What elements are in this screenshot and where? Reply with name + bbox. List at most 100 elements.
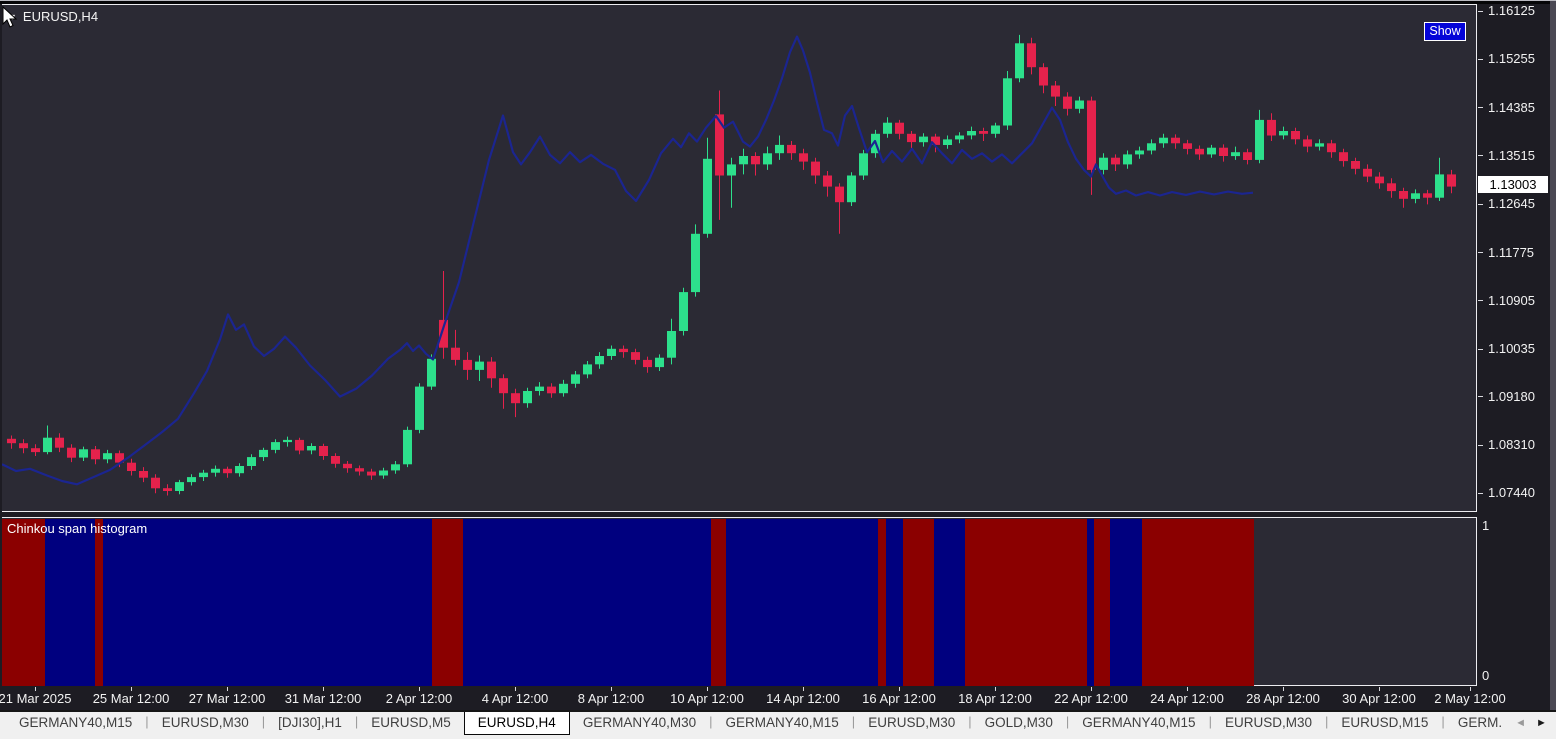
price-chart-panel[interactable]: ▼ EURUSD,H4 Show — [2, 4, 1477, 512]
price-tick — [1478, 300, 1483, 302]
time-axis-label: 16 Apr 12:00 — [862, 691, 936, 706]
tab-scroll-left-icon[interactable]: ◄ — [1515, 717, 1526, 729]
time-tick — [899, 687, 900, 691]
tab-germany40-m30[interactable]: GERMANY40,M30 — [582, 715, 697, 730]
time-axis-label: 25 Mar 12:00 — [92, 691, 170, 706]
time-axis-label: 28 Apr 12:00 — [1246, 691, 1320, 706]
tab-eurusd-m30[interactable]: EURUSD,M30 — [868, 715, 956, 730]
price-axis-label: 1.10905 — [1488, 292, 1535, 308]
time-axis-label: 4 Apr 12:00 — [481, 691, 549, 706]
tab--dji30-h1[interactable]: [DJI30],H1 — [278, 715, 342, 730]
tab-separator: | — [1325, 714, 1329, 729]
window-top-edge — [0, 0, 1556, 1]
tab-separator: | — [851, 714, 856, 729]
time-tick — [1187, 687, 1188, 691]
time-axis-label: 2 May 12:00 — [1434, 691, 1506, 706]
time-tick — [803, 687, 804, 691]
price-tick — [1478, 58, 1483, 60]
current-price-badge: 1.13003 — [1478, 175, 1548, 193]
tab-separator: | — [145, 714, 149, 729]
time-tick — [1470, 687, 1471, 691]
time-tick — [611, 687, 612, 691]
tab-separator: | — [261, 714, 266, 729]
panel-divider[interactable] — [2, 512, 1477, 517]
tab-eurusd-m30[interactable]: EURUSD,M30 — [161, 715, 249, 730]
tab-scroll-nav: ◄ ► — [1515, 712, 1556, 734]
tab-eurusd-m5[interactable]: EURUSD,M5 — [371, 715, 451, 730]
price-axis-label: 1.12645 — [1488, 196, 1535, 212]
price-axis[interactable]: 1 0 1.16125 1.15255 1.14385 1.13515 1.12645 1… — [1477, 0, 1556, 710]
time-tick — [995, 687, 996, 691]
chinkou-histogram — [2, 519, 1254, 686]
indicator-panel[interactable]: Chinkou span histogram — [2, 517, 1477, 686]
price-axis-label: 1.08310 — [1488, 437, 1535, 453]
price-axis-label: 1.16125 — [1488, 3, 1535, 18]
symbol-period-text: EURUSD,H4 — [22, 9, 99, 24]
price-axis-label: 1.11775 — [1488, 244, 1535, 260]
time-tick — [1283, 687, 1284, 691]
tab-germany40-m15[interactable]: GERMANY40,M15 — [1082, 715, 1196, 730]
price-tick — [1478, 444, 1483, 446]
time-tick — [1091, 687, 1092, 691]
tab-separator: | — [1208, 714, 1212, 729]
show-button[interactable]: Show — [1424, 22, 1466, 41]
time-axis-label: 8 Apr 12:00 — [577, 691, 645, 706]
tab-separator: | — [1065, 714, 1070, 729]
price-tick — [1478, 203, 1483, 205]
time-tick — [227, 687, 228, 691]
time-axis-label: 30 Apr 12:00 — [1342, 691, 1416, 706]
chart-tab-bar: GERMANY40,M15 | EURUSD,M30 | [DJI30],H1 | EURU… — [0, 710, 1556, 739]
time-axis[interactable]: 21 Mar 2025 25 Mar 12:00 27 Mar 12:00 31 Ma… — [0, 687, 1506, 709]
tab-eurusd-h4[interactable]: EURUSD,H4 — [463, 712, 570, 735]
chart-symbol-label: ▼ EURUSD,H4 — [8, 9, 98, 24]
time-axis-label: 18 Apr 12:00 — [958, 691, 1032, 706]
price-tick — [1478, 10, 1483, 12]
time-axis-label: 21 Mar 2025 — [0, 691, 72, 706]
time-axis-label: 10 Apr 12:00 — [670, 691, 744, 706]
chinkou-span-line — [2, 35, 1254, 486]
time-tick — [707, 687, 708, 691]
time-tick — [323, 687, 324, 691]
time-axis-label: 24 Apr 12:00 — [1150, 691, 1224, 706]
price-tick — [1478, 252, 1483, 254]
tab-gold-m30[interactable]: GOLD,M30 — [984, 715, 1053, 730]
indicator-title: Chinkou span histogram — [7, 521, 148, 536]
time-tick — [515, 687, 516, 691]
candlestick-chart[interactable] — [2, 6, 1475, 512]
price-tick — [1478, 492, 1483, 494]
time-axis-label: 14 Apr 12:00 — [766, 691, 840, 706]
tab-germ-[interactable]: GERM. — [1457, 715, 1503, 730]
time-axis-label: 2 Apr 12:00 — [385, 691, 453, 706]
time-tick — [419, 687, 420, 691]
time-tick — [1379, 687, 1380, 691]
price-tick — [1478, 107, 1483, 109]
time-axis-label: 31 Mar 12:00 — [284, 691, 362, 706]
tab-germany40-m15[interactable]: GERMANY40,M15 — [725, 715, 839, 730]
tab-separator: | — [1441, 714, 1445, 729]
tab-scroll-right-icon[interactable]: ► — [1535, 717, 1547, 729]
indicator-scale-top: 1 — [1482, 518, 1490, 533]
time-tick — [35, 687, 36, 691]
indicator-scale-bottom: 0 — [1482, 668, 1490, 683]
tab-eurusd-m15[interactable]: EURUSD,M15 — [1341, 715, 1429, 730]
price-axis-label: 1.14385 — [1488, 99, 1535, 115]
tab-separator: | — [354, 714, 359, 729]
price-tick — [1478, 348, 1483, 350]
price-axis-label: 1.10035 — [1488, 341, 1535, 357]
tab-separator: | — [968, 714, 972, 729]
price-axis-label: 1.13515 — [1488, 147, 1535, 163]
price-axis-label: 1.15255 — [1488, 51, 1535, 67]
tab-germany40-m15[interactable]: GERMANY40,M15 — [19, 715, 133, 730]
time-axis-label: 22 Apr 12:00 — [1054, 691, 1128, 706]
dropdown-triangle-icon: ▼ — [8, 11, 17, 22]
time-axis-label: 27 Mar 12:00 — [188, 691, 266, 706]
window-top-frame — [0, 1, 1556, 4]
tab-eurusd-m30[interactable]: EURUSD,M30 — [1224, 715, 1312, 730]
time-tick — [131, 687, 132, 691]
price-tick — [1478, 155, 1483, 157]
price-tick — [1478, 396, 1483, 398]
price-axis-label: 1.07440 — [1488, 485, 1535, 501]
price-axis-label: 1.09180 — [1488, 388, 1535, 404]
tab-separator: | — [709, 714, 713, 729]
